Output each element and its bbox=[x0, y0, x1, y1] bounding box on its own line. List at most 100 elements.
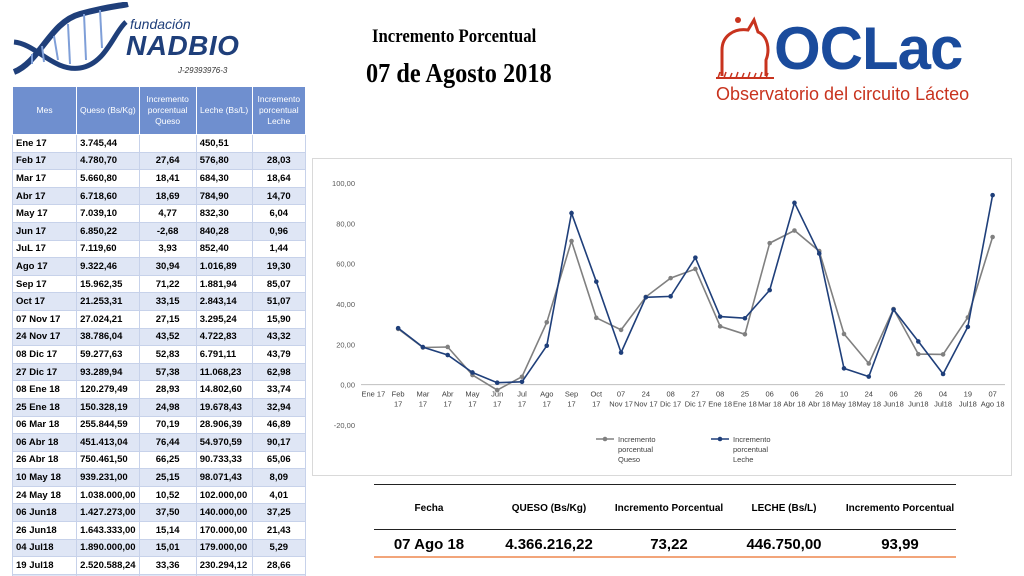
table-cell: 0,96 bbox=[251, 221, 307, 241]
table-header-cell: Leche (Bs/L) bbox=[195, 86, 253, 135]
y-tick-label: 80,00 bbox=[336, 219, 355, 228]
x-tick-label: 27 Dic 17 bbox=[685, 390, 706, 409]
data-point bbox=[519, 374, 525, 380]
table-cell: 07 Nov 17 bbox=[11, 309, 78, 329]
table-cell: 8,09 bbox=[251, 468, 307, 487]
table-cell: 06 Jun18 bbox=[11, 503, 78, 523]
table-cell: 54.970,59 bbox=[195, 433, 253, 452]
table-cell: Oct 17 bbox=[11, 292, 78, 311]
line-chart-svg: -20,00 0,00 20,00 40,00 60,00 80,00 100,00 Ene … bbox=[332, 179, 1005, 464]
table-cell: 66,25 bbox=[138, 450, 197, 470]
x-tick-label: Abr 17 bbox=[442, 390, 454, 409]
table-cell: 19 Jul18 bbox=[11, 556, 78, 575]
data-point bbox=[916, 339, 921, 344]
table-cell: 450,51 bbox=[195, 134, 253, 153]
table-cell: 24,98 bbox=[138, 397, 197, 417]
table-cell: 5.660,80 bbox=[76, 169, 140, 188]
table-cell: 90,17 bbox=[251, 433, 307, 452]
table-row: 04 Jul18 1.890.000,00 15,01 179.000,00 5,29 bbox=[11, 538, 307, 558]
data-point bbox=[767, 287, 772, 293]
table-row: Ago 17 9.322,46 30,94 1.016,89 19,30 bbox=[11, 257, 307, 276]
table-cell: 10,52 bbox=[138, 485, 197, 505]
x-tick-label: Ene 17 bbox=[361, 390, 385, 399]
data-point bbox=[693, 255, 698, 260]
table-row: 06 Mar 18 255.844,59 70,19 28.906,39 46,89 bbox=[11, 415, 307, 435]
table-cell: 52,83 bbox=[138, 345, 197, 364]
table-cell: 90.733,33 bbox=[195, 450, 253, 470]
table-cell: 179.000,00 bbox=[195, 538, 253, 558]
data-point bbox=[494, 387, 500, 393]
data-point bbox=[618, 327, 624, 333]
table-row: 26 Abr 18 750.461,50 66,25 90.733,33 65,06 bbox=[11, 450, 307, 470]
logo-rif-text: J-29393976-3 bbox=[178, 66, 228, 75]
table-cell: 18,41 bbox=[138, 169, 197, 188]
x-tick-label: Jun 17 bbox=[491, 390, 503, 409]
y-tick-label: 0,00 bbox=[340, 381, 355, 390]
table-cell: 102.000,00 bbox=[195, 485, 253, 505]
summary-value-leche: 446.750,00 bbox=[746, 536, 822, 553]
table-cell: 6.718,60 bbox=[76, 186, 140, 206]
data-point bbox=[668, 275, 673, 281]
table-cell: 93,99 bbox=[251, 573, 307, 576]
table-cell: 2.520.588,24 bbox=[76, 556, 140, 575]
data-point bbox=[841, 331, 847, 337]
data-point bbox=[916, 351, 921, 357]
table-cell: 57,38 bbox=[138, 362, 197, 382]
table-row: May 17 7.039,10 4,77 832,30 6,04 bbox=[11, 204, 307, 223]
table-cell: 24 Nov 17 bbox=[11, 327, 78, 347]
logo-oclac-subtitle: Observatorio del circuito Lácteo bbox=[716, 84, 970, 104]
data-point bbox=[668, 294, 673, 299]
x-tick-label: Ago 17 bbox=[540, 390, 553, 409]
table-row: 06 Jun18 1.427.273,00 37,50 140.000,00 37,25 bbox=[11, 503, 307, 523]
data-point bbox=[866, 374, 872, 379]
table-cell: 98.071,43 bbox=[195, 468, 253, 487]
x-tick-label: Sep 17 bbox=[565, 390, 578, 409]
table-cell: 1.038.000,00 bbox=[76, 485, 140, 505]
legend-marker bbox=[602, 436, 608, 442]
table-cell: 27.024,21 bbox=[76, 309, 140, 329]
table-cell: 25 Ene 18 bbox=[11, 397, 78, 417]
table-cell: 2.843,14 bbox=[195, 292, 253, 311]
table-cell: 6.791,11 bbox=[195, 345, 253, 364]
x-tick-label: 25 Ene 18 bbox=[733, 390, 757, 409]
legend-label: Incremento porcentual Queso bbox=[618, 435, 656, 464]
table-cell: 37,25 bbox=[251, 503, 307, 523]
logo-nadbio-text: NADBIO bbox=[126, 30, 240, 61]
data-point bbox=[519, 379, 525, 385]
table-cell: 684,30 bbox=[195, 169, 253, 188]
logo-fundacion-text: fundación bbox=[130, 16, 191, 32]
x-tick-label: 07 Ago 18 bbox=[981, 390, 1005, 409]
table-cell: 4.780,70 bbox=[76, 151, 140, 171]
table-cell: 4,01 bbox=[251, 485, 307, 505]
table-cell: 08 Dic 17 bbox=[11, 345, 78, 364]
logo-oclac-text: OCLac bbox=[774, 15, 963, 82]
table-cell: 230.294,12 bbox=[195, 556, 253, 575]
table-cell: Ago 17 bbox=[11, 257, 78, 276]
data-point bbox=[445, 352, 450, 358]
table-cell: 43,52 bbox=[138, 327, 197, 347]
table-cell: 4,77 bbox=[138, 204, 197, 223]
x-tick-label: 06 Abr 18 bbox=[783, 390, 805, 409]
data-point bbox=[445, 344, 450, 350]
table-header-cell: Incremento porcentual Queso bbox=[138, 86, 197, 135]
table-cell: 14,70 bbox=[251, 186, 307, 206]
legend-label: Incremento porcentual Leche bbox=[733, 435, 771, 464]
x-tick-label: 08 Dic 17 bbox=[660, 390, 681, 409]
data-point bbox=[816, 251, 822, 256]
cow-icon bbox=[716, 16, 774, 79]
data-point bbox=[940, 371, 946, 377]
x-tick-label: 26 Jun18 bbox=[908, 390, 928, 409]
table-cell: 1,44 bbox=[251, 239, 307, 259]
table-cell: 150.328,19 bbox=[76, 397, 140, 417]
table-row: Sep 17 15.962,35 71,22 1.881,94 85,07 bbox=[11, 274, 307, 294]
data-point bbox=[891, 307, 896, 312]
data-point bbox=[395, 325, 401, 331]
data-point bbox=[792, 200, 797, 206]
data-point bbox=[717, 314, 723, 319]
table-cell: 27,15 bbox=[138, 309, 197, 329]
summary-header-leche: LECHE (Bs/L) bbox=[751, 502, 817, 514]
price-table: Mes Queso (Bs/Kg) Incremento porcentual … bbox=[11, 86, 307, 576]
table-cell: 37,50 bbox=[138, 503, 197, 523]
table-cell: 6,04 bbox=[251, 204, 307, 223]
table-cell: 51,07 bbox=[251, 292, 307, 311]
